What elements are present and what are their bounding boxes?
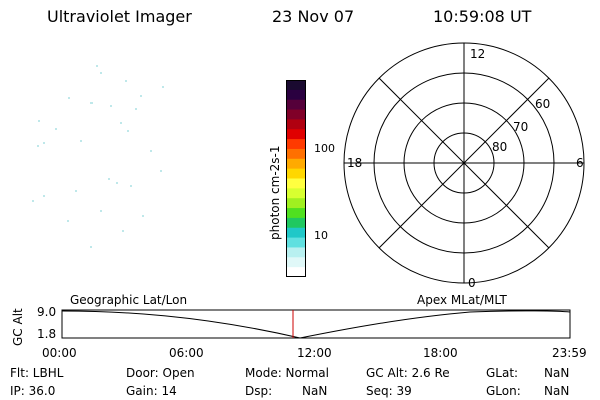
- gain-info: Gain: 14: [126, 384, 177, 398]
- gc-alt-tick-9: 9.0: [37, 305, 57, 319]
- colorbar-swatch: [286, 99, 306, 111]
- polar-ring-70: [403, 102, 525, 224]
- color-scale-bar: [286, 80, 306, 277]
- mlt-label-18: 18: [347, 156, 363, 170]
- colorbar-swatch: [286, 119, 306, 130]
- colorbar-tick-10: 10: [314, 229, 328, 242]
- polar-diagonal-1: [378, 77, 550, 249]
- colorbar-swatch: [286, 129, 306, 140]
- colorbar-swatch: [286, 158, 306, 170]
- glat-label: GLat:: [486, 366, 519, 380]
- colorbar-swatch: [286, 178, 306, 189]
- polar-ring-80: [433, 132, 495, 194]
- mlt-label-12: 12: [470, 47, 486, 61]
- dsp-label: Dsp:: [245, 384, 273, 398]
- colorbar-swatch: [286, 267, 306, 277]
- lat-label-80: 80: [492, 140, 508, 154]
- gc-alt-info: GC Alt: 2.6 Re: [366, 366, 450, 380]
- lat-label-70: 70: [513, 120, 529, 134]
- colorbar-swatch: [286, 80, 306, 91]
- geographic-lat-lon-label: Geographic Lat/Lon: [70, 293, 188, 307]
- polar-diagonal-2: [378, 77, 550, 249]
- time-tick-1800: 18:00: [423, 346, 458, 360]
- color-scale-gradient: [286, 80, 306, 277]
- colorbar-swatch: [286, 168, 306, 179]
- colorbar-tick-100: 100: [314, 142, 335, 155]
- observation-time: 10:59:08 UT: [433, 7, 532, 26]
- apex-mlat-mlt-label: Apex MLat/MLT: [417, 293, 507, 307]
- instrument-title: Ultraviolet Imager: [47, 7, 192, 26]
- colorbar-label: photon cm-2s-1: [268, 145, 282, 241]
- colorbar-swatch: [286, 139, 306, 150]
- colorbar-swatch: [286, 208, 306, 219]
- timeline-frame: [61, 309, 571, 339]
- filter-info: Flt: LBHL: [10, 366, 64, 380]
- colorbar-swatch: [286, 188, 306, 199]
- gc-alt-tick-1-8: 1.8: [37, 327, 57, 341]
- colorbar-swatch: [286, 247, 306, 258]
- mlt-label-6: 6: [576, 156, 584, 170]
- glon-label: GLon:: [486, 384, 521, 398]
- ip-info: IP: 36.0: [10, 384, 56, 398]
- colorbar-swatch: [286, 109, 306, 120]
- lat-label-60: 60: [535, 97, 551, 111]
- gc-alt-axis-title: GC Alt: [11, 308, 25, 346]
- sequence-info: Seq: 39: [366, 384, 412, 398]
- uv-image-area: [20, 50, 240, 280]
- time-tick-0600: 06:00: [169, 346, 204, 360]
- time-tick-1200: 12:00: [297, 346, 332, 360]
- glon-value: NaN: [544, 384, 570, 398]
- colorbar-swatch: [286, 217, 306, 229]
- colorbar-frame: [286, 80, 306, 277]
- mode-info: Mode: Normal: [245, 366, 329, 380]
- polar-ring-50: [343, 42, 585, 284]
- colorbar-swatch: [286, 257, 306, 268]
- mlt-label-0: 0: [468, 276, 476, 290]
- door-info: Door: Open: [126, 366, 195, 380]
- colorbar-swatch: [286, 89, 306, 101]
- colorbar-swatch: [286, 148, 306, 160]
- dsp-value: NaN: [302, 384, 328, 398]
- altitude-curve: [61, 310, 571, 339]
- colorbar-swatch: [286, 237, 306, 248]
- time-tick-2359: 23:59: [552, 346, 587, 360]
- colorbar-swatch: [286, 198, 306, 209]
- colorbar-swatch: [286, 227, 306, 239]
- polar-ring-60: [373, 72, 555, 254]
- observation-date: 23 Nov 07: [272, 7, 355, 26]
- uv-image-speckle: [32, 65, 164, 248]
- time-tick-0000: 00:00: [42, 346, 77, 360]
- glat-value: NaN: [544, 366, 570, 380]
